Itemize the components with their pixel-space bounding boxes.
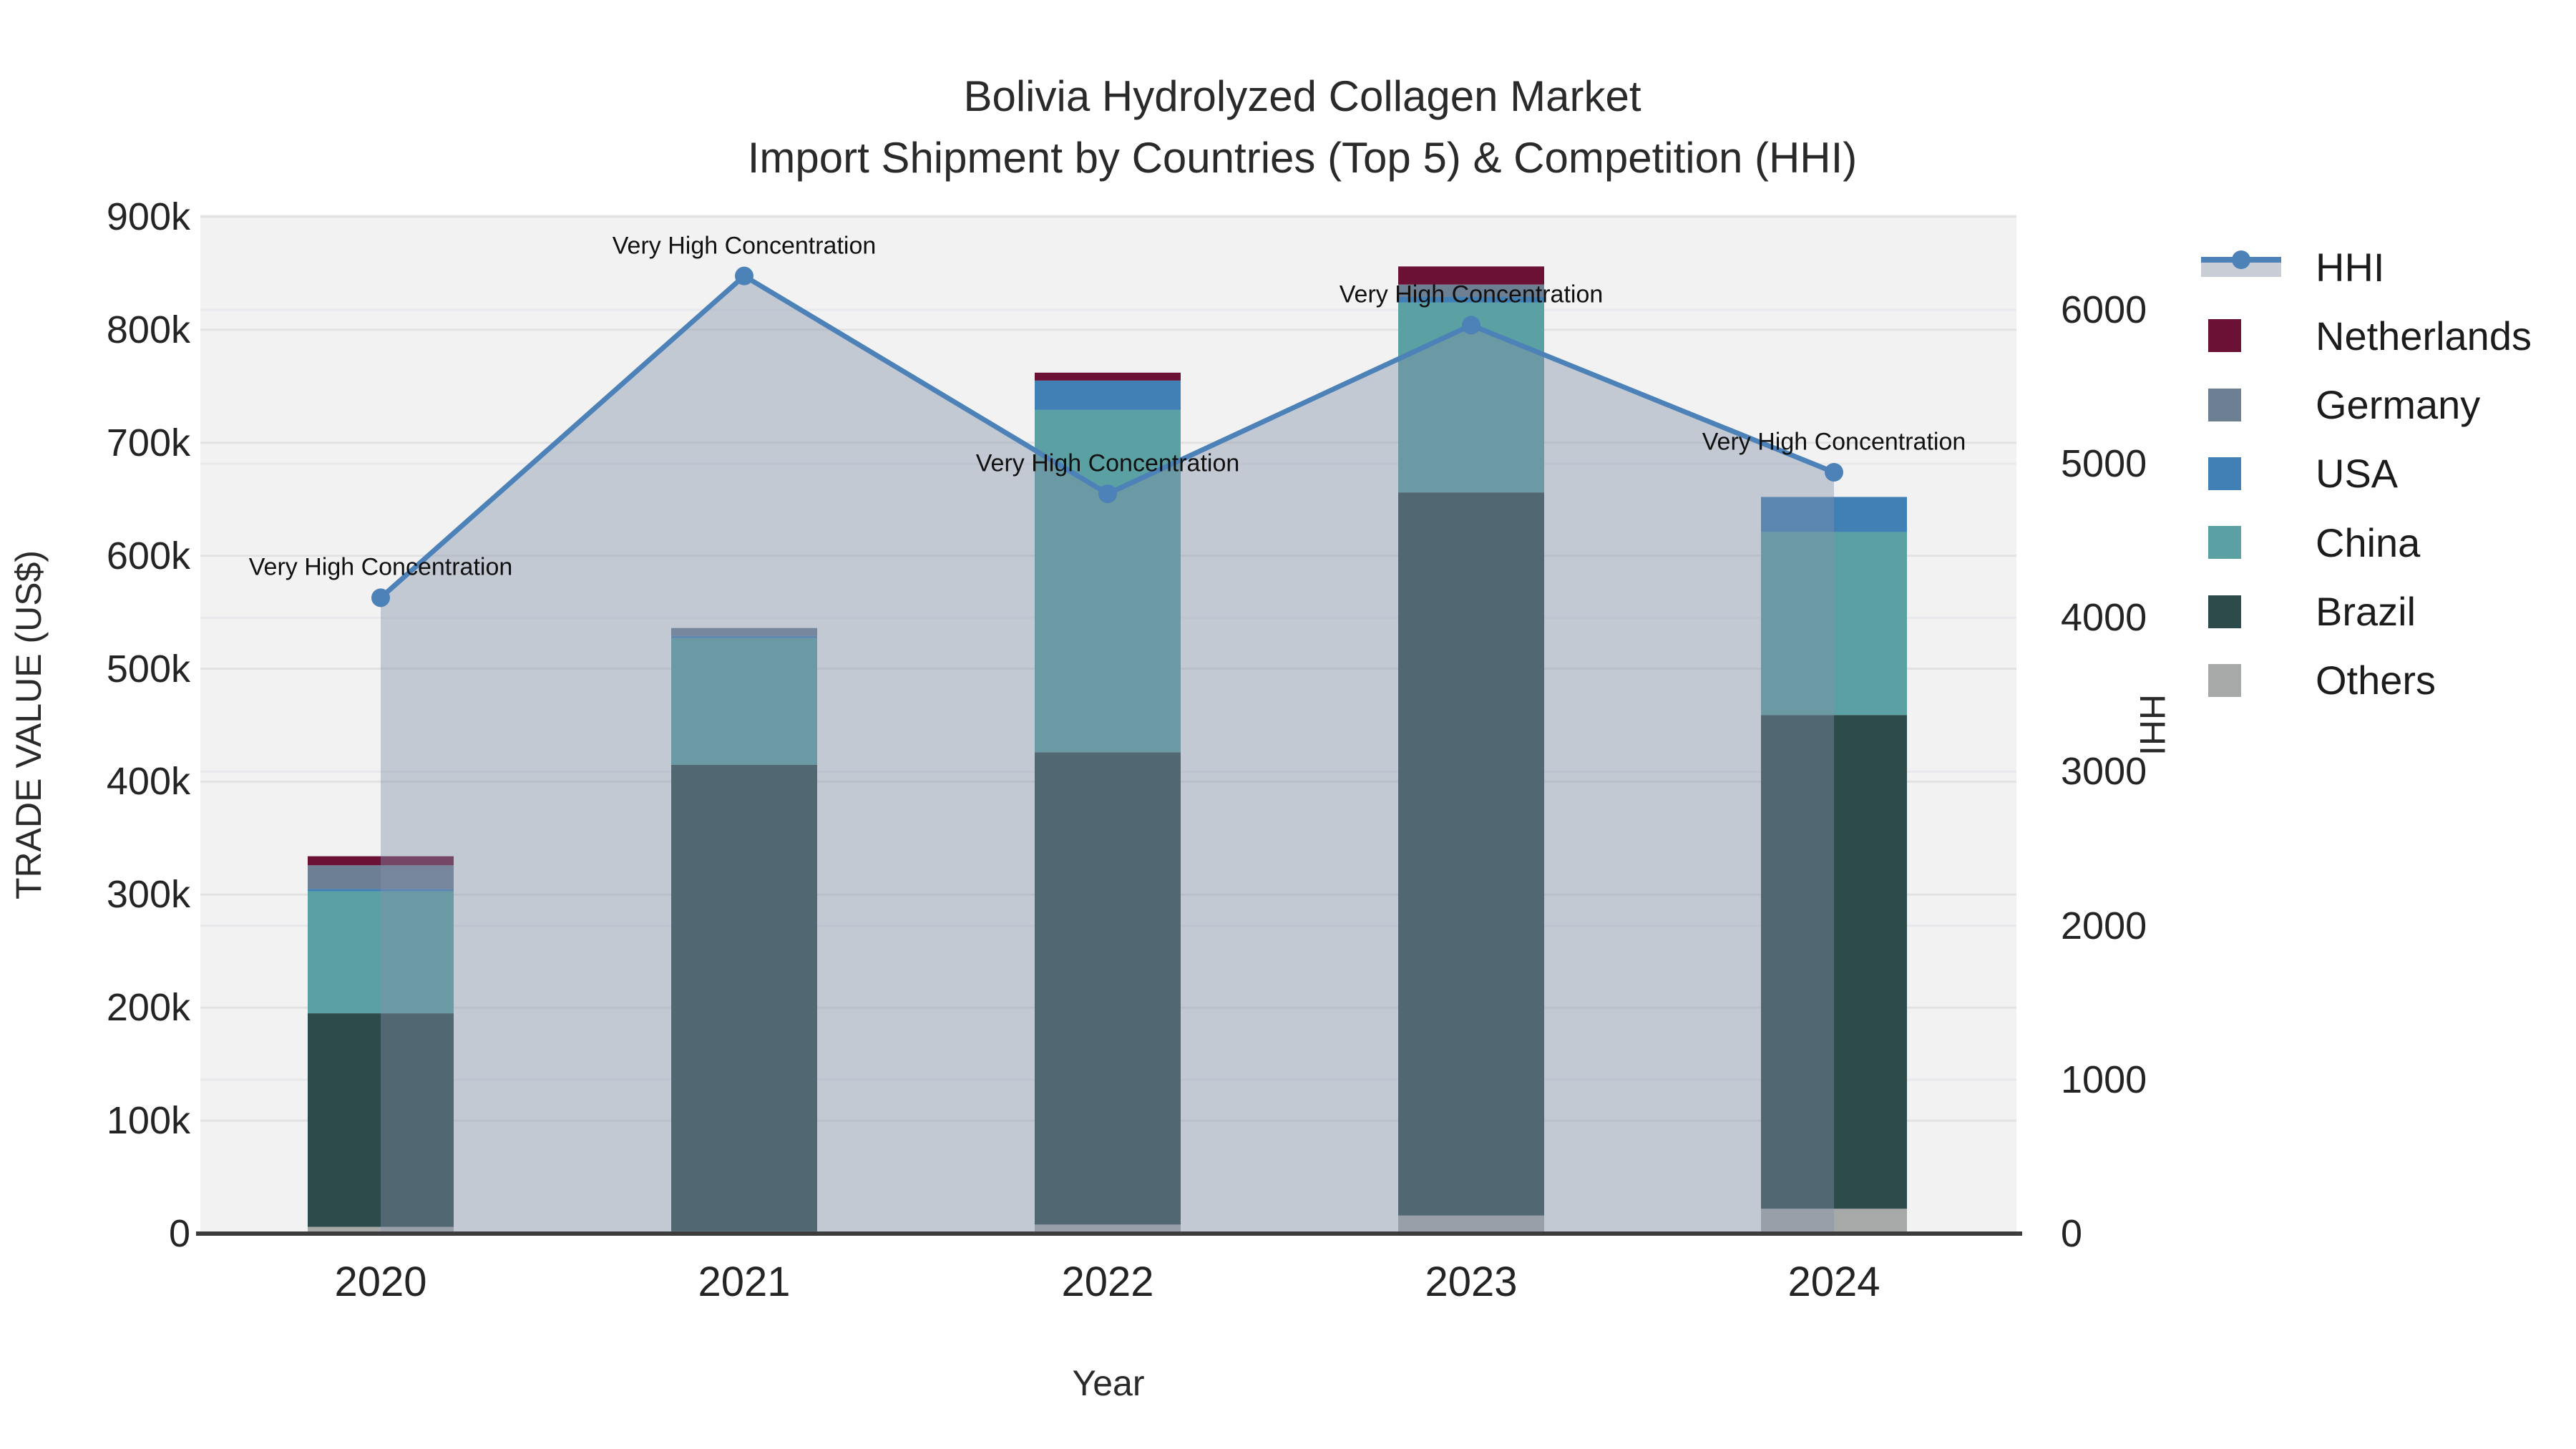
legend-label: China [2316,519,2421,565]
legend-swatch-icon [2201,371,2284,439]
legend-item-usa[interactable]: USA [2201,439,2398,508]
china-swatch-icon [2208,526,2241,560]
y-right-tick-5000: 5000 [2061,442,2147,486]
y-left-tick-500k: 500k [106,647,190,691]
x-tick-2022: 2022 [1061,1259,1154,1305]
bar-segment-netherlands-2020 [308,856,454,866]
legend-item-hhi[interactable]: HHI [2201,233,2384,301]
legend-item-china[interactable]: China [2201,508,2420,577]
bar-segment-brazil-2020 [308,1013,454,1227]
legend-item-brazil[interactable]: Brazil [2201,577,2416,646]
x-axis-title: Year [1072,1363,1145,1403]
bar-segment-germany-2023 [1398,284,1544,298]
y-axis-title-left: TRADE VALUE (US$) [9,550,49,900]
bar-segment-usa-2021 [671,635,817,638]
germany-swatch-icon [2208,388,2241,421]
bar-segment-brazil-2021 [671,764,817,1231]
bar-segment-netherlands-2023 [1398,266,1544,285]
legend-swatch-icon [2201,508,2284,577]
x-tick-2021: 2021 [698,1259,791,1305]
legend-item-netherlands[interactable]: Netherlands [2201,301,2532,370]
annotation-2021: Very High Concentration [612,232,877,260]
bar-segment-china-2024 [1761,532,1907,716]
legend-dot [2232,250,2250,269]
y-left-tick-300k: 300k [106,873,190,917]
y-left-tick-100k: 100k [106,1099,190,1143]
y-left-tick-600k: 600k [106,534,190,577]
bar-segment-brazil-2024 [1761,715,1907,1209]
bar-segment-others-2022 [1035,1224,1181,1234]
y-right-tick-1000: 1000 [2061,1058,2147,1101]
bar-segment-others-2024 [1761,1209,1907,1234]
hhi-marker-2023 [1462,316,1480,335]
bar-segment-others-2023 [1398,1215,1544,1234]
hhi-marker-2022 [1098,484,1117,504]
bar-segment-usa-2022 [1035,380,1181,410]
legend-label: Germany [2316,382,2481,428]
y-right-tick-3000: 3000 [2061,750,2147,794]
annotation-2022: Very High Concentration [975,449,1240,477]
legend-label: Others [2316,658,2436,703]
hhi-area-fill [381,275,1834,1234]
x-tick-2023: 2023 [1425,1259,1518,1305]
annotation-2024: Very High Concentration [1702,428,1966,456]
chart-title-line1: Bolivia Hydrolyzed Collagen Market [963,72,1641,120]
bar-segment-usa-2024 [1761,497,1907,532]
y-right-tick-4000: 4000 [2061,596,2147,640]
y-axis-title-right: HHI [2132,693,2172,756]
bar-segment-germany-2020 [308,865,454,889]
bar-segment-others-2020 [308,1226,454,1234]
annotation-2020: Very High Concentration [248,553,513,581]
legend-swatch-icon [2201,577,2284,646]
legend-swatch-icon [2201,439,2284,508]
legend-item-germany[interactable]: Germany [2201,371,2480,439]
x-tick-2024: 2024 [1787,1259,1880,1305]
x-axis-line [196,1231,2022,1236]
bar-segment-brazil-2023 [1398,492,1544,1216]
legend-label: USA [2316,451,2399,497]
bar-segment-usa-2023 [1398,297,1544,303]
brazil-swatch-icon [2208,595,2241,628]
others-swatch-icon [2208,663,2241,697]
netherlands-swatch-icon [2208,319,2241,353]
y-left-tick-0: 0 [168,1212,190,1255]
hhi-marker-2020 [371,588,390,608]
y-left-tick-900k: 900k [106,195,190,238]
y-left-tick-700k: 700k [106,421,190,464]
y-right-tick-0: 0 [2061,1212,2083,1255]
y-left-tick-800k: 800k [106,308,190,351]
annotation-2023: Very High Concentration [1339,280,1604,308]
bar-segment-usa-2020 [308,889,454,892]
legend-label: HHI [2316,244,2385,290]
legend-swatch-icon [2201,646,2284,715]
legend-hhi-line-sample [2201,233,2284,301]
legend-band [2201,261,2281,277]
legend-label: Brazil [2316,589,2416,634]
legend-swatch-icon [2201,301,2284,370]
bar-segment-netherlands-2022 [1035,372,1181,381]
x-tick-2020: 2020 [334,1259,427,1305]
y-right-tick-2000: 2000 [2061,904,2147,947]
y-left-tick-200k: 200k [106,986,190,1030]
y-left-tick-400k: 400k [106,760,190,804]
bar-segment-germany-2021 [671,628,817,636]
bar-segment-china-2021 [671,638,817,765]
legend-item-others[interactable]: Others [2201,646,2436,715]
hhi-marker-2021 [735,266,753,286]
hhi-marker-2024 [1825,462,1843,482]
usa-swatch-icon [2208,457,2241,490]
legend-label: Netherlands [2316,313,2532,358]
bar-segment-brazil-2022 [1035,752,1181,1225]
y-right-tick-6000: 6000 [2061,288,2147,331]
bar-segment-china-2020 [308,891,454,1014]
chart-title-line2: Import Shipment by Countries (Top 5) & C… [747,134,1858,182]
